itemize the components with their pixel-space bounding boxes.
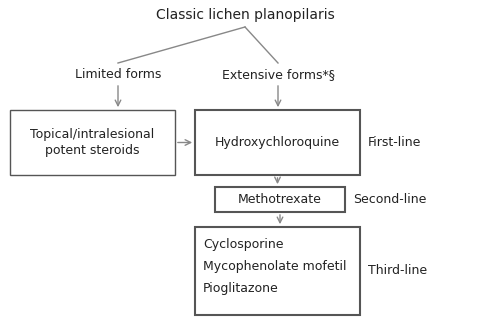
Text: Mycophenolate mofetil: Mycophenolate mofetil (203, 260, 346, 273)
FancyBboxPatch shape (195, 227, 360, 315)
Text: potent steroids: potent steroids (45, 144, 140, 157)
Text: Limited forms: Limited forms (75, 69, 161, 82)
FancyBboxPatch shape (195, 110, 360, 175)
Text: First-line: First-line (368, 136, 422, 149)
Text: Classic lichen planopilaris: Classic lichen planopilaris (156, 8, 334, 22)
FancyBboxPatch shape (10, 110, 175, 175)
Text: Third-line: Third-line (368, 265, 427, 278)
Text: Cyclosporine: Cyclosporine (203, 238, 283, 251)
Text: Pioglitazone: Pioglitazone (203, 282, 279, 295)
Text: Extensive forms*§: Extensive forms*§ (222, 69, 334, 82)
Text: Second-line: Second-line (353, 193, 426, 206)
Text: Hydroxychloroquine: Hydroxychloroquine (215, 136, 340, 149)
FancyBboxPatch shape (215, 187, 345, 212)
Text: Methotrexate: Methotrexate (238, 193, 322, 206)
Text: Topical/intralesional: Topical/intralesional (30, 128, 154, 141)
